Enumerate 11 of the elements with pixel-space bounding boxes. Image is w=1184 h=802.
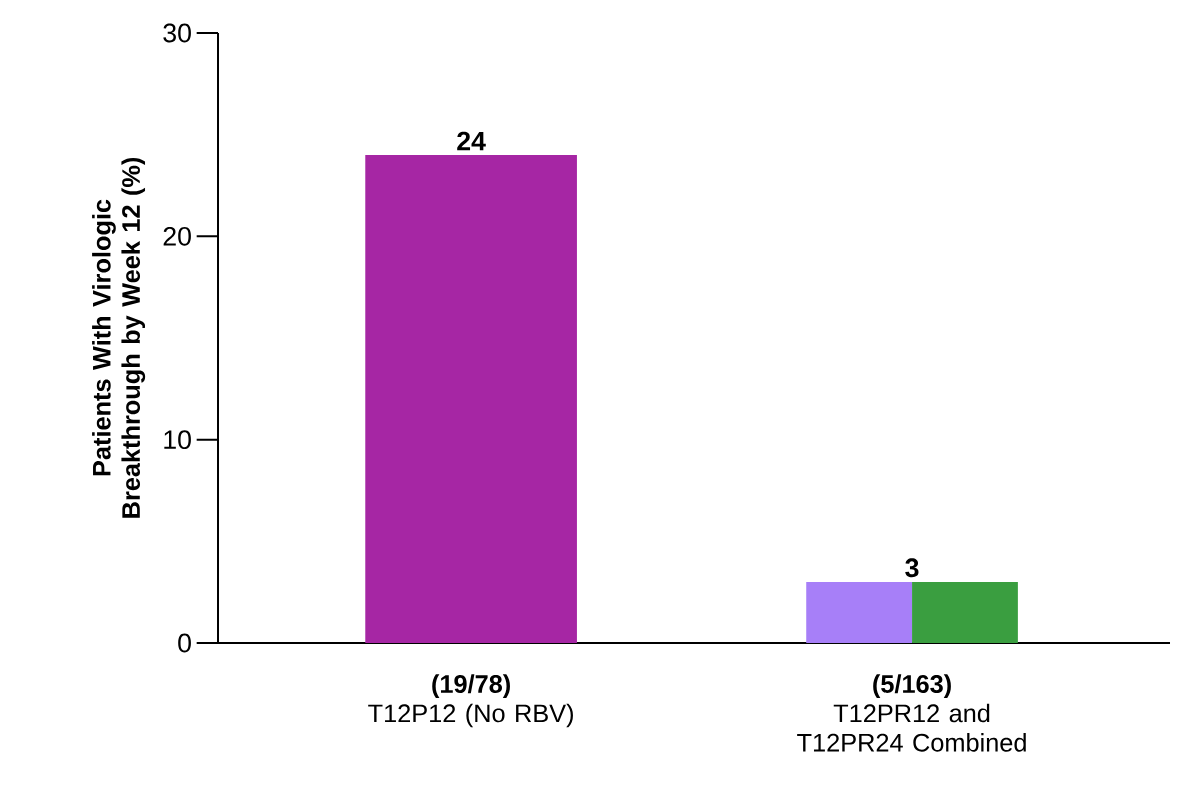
y-tick-label: 20 <box>163 226 191 246</box>
text: (19/78) <box>432 674 510 698</box>
x-tick-label: T12P12 (No RBV) <box>368 703 573 728</box>
y-tick-label: 30 <box>163 23 191 43</box>
x-tick-label: T12PR12 and T12PR24 Combined <box>797 703 1026 752</box>
y-tick-label: 10 <box>164 430 191 450</box>
data-label: 3 <box>905 558 919 578</box>
text: (5/163) <box>873 674 951 698</box>
data-label: 24 <box>457 131 486 151</box>
y-axis-title: Patients With Virologic Breakthrough by Week 12 (%) <box>92 157 146 518</box>
y-tick-label: 0 <box>178 633 191 653</box>
